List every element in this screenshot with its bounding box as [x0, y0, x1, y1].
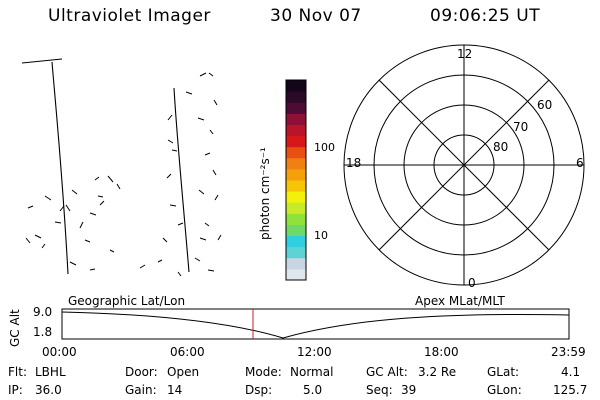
colorbar-band [286, 102, 306, 114]
colorbar-band [286, 113, 306, 125]
mlt-label-6: 6 [576, 156, 584, 170]
colorbar-tick-10: 10 [314, 229, 328, 242]
x-tick-1800: 18:00 [424, 345, 459, 359]
colorbar-band [286, 268, 306, 281]
orbit-plot [61, 308, 570, 340]
seq-value: 39 [401, 383, 417, 397]
map-boundary-left [21, 58, 69, 275]
mode-value: Normal [290, 365, 334, 379]
colorbar-band [286, 235, 306, 248]
colorbar-band [286, 146, 306, 159]
polar-plot [343, 44, 585, 286]
geographic-label: Geographic Lat/Lon [68, 294, 186, 308]
gc-alt-value: 3.2 Re [418, 365, 457, 379]
mode-label: Mode: [245, 365, 282, 379]
orbit-y-axis-label: GC Alt [8, 309, 22, 347]
x-tick-0000: 00:00 [42, 345, 77, 359]
colorbar-band [286, 257, 306, 270]
colorbar-band [286, 124, 306, 137]
colorbar-band [286, 213, 306, 225]
map-boundary-right [173, 87, 190, 273]
door-value: Open [167, 365, 200, 379]
colorbar-tick-100: 100 [314, 141, 335, 154]
ip-value: 36.0 [35, 383, 62, 397]
seq-label: Seq: [366, 383, 393, 397]
x-tick-2359: 23:59 [551, 345, 586, 359]
mlt-label-18: 18 [346, 156, 362, 170]
mlt-label-12: 12 [457, 47, 473, 61]
orbit-plot-frame [61, 308, 570, 340]
glat-value: 4.1 [561, 365, 581, 379]
polar-diagonal-2 [378, 79, 550, 251]
colorbar-band [286, 135, 306, 148]
coastline-fragments [25, 72, 222, 277]
glon-value: 125.7 [553, 383, 588, 397]
orbit-y-bottom: 1.8 [33, 325, 53, 339]
gc-alt-label: GC Alt: [366, 365, 408, 379]
filter-label: Flt: [8, 365, 27, 379]
observation-time: 09:06:25 UT [430, 6, 541, 26]
mlat-label-60: 60 [537, 98, 553, 112]
dsp-label: Dsp: [245, 383, 273, 397]
colorbar-band [286, 191, 306, 203]
x-tick-1200: 12:00 [297, 345, 332, 359]
colorbar-band [286, 168, 306, 181]
glat-label: GLat: [487, 365, 520, 379]
colorbar-frame [285, 79, 307, 281]
colorbar-band [286, 91, 306, 103]
filter-value: LBHL [35, 365, 66, 379]
colorbar-band [286, 80, 306, 92]
gain-value: 14 [167, 383, 183, 397]
gain-label: Gain: [125, 383, 157, 397]
x-tick-0600: 06:00 [170, 345, 205, 359]
mlat-label-80: 80 [493, 140, 509, 154]
mlt-label-0: 0 [468, 276, 476, 290]
orbit-y-top: 9.0 [33, 305, 53, 319]
colorbar-band [286, 224, 306, 237]
colorbar-band [286, 157, 306, 170]
colorbar-unit-label: photon cm⁻²s⁻¹ [258, 147, 272, 240]
colorbar-band [286, 202, 306, 214]
observation-date: 30 Nov 07 [270, 6, 362, 26]
dsp-value: 5.0 [303, 383, 323, 397]
app-title: Ultraviolet Imager [48, 6, 211, 26]
colorbar [285, 79, 307, 281]
ip-label: IP: [8, 383, 23, 397]
door-label: Door: [125, 365, 158, 379]
colorbar-band [286, 180, 306, 192]
mlat-label-70: 70 [513, 120, 529, 134]
geographic-map [21, 58, 222, 277]
colorbar-band [286, 246, 306, 259]
apex-label: Apex MLat/MLT [415, 294, 505, 308]
orbit-altitude-curve [61, 311, 570, 339]
glon-label: GLon: [487, 383, 522, 397]
